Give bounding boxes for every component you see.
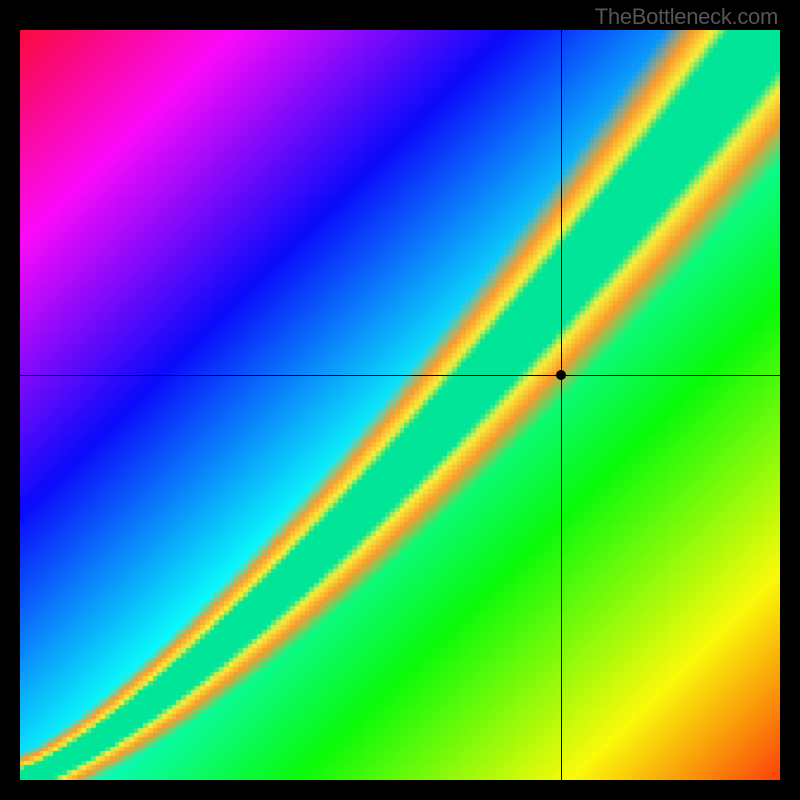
crosshair-marker bbox=[556, 370, 566, 380]
plot-area bbox=[20, 30, 780, 780]
watermark-text: TheBottleneck.com bbox=[595, 4, 778, 30]
crosshair-horizontal bbox=[20, 375, 780, 376]
crosshair-vertical bbox=[561, 30, 562, 780]
chart-container: TheBottleneck.com bbox=[0, 0, 800, 800]
heatmap-canvas bbox=[20, 30, 780, 780]
